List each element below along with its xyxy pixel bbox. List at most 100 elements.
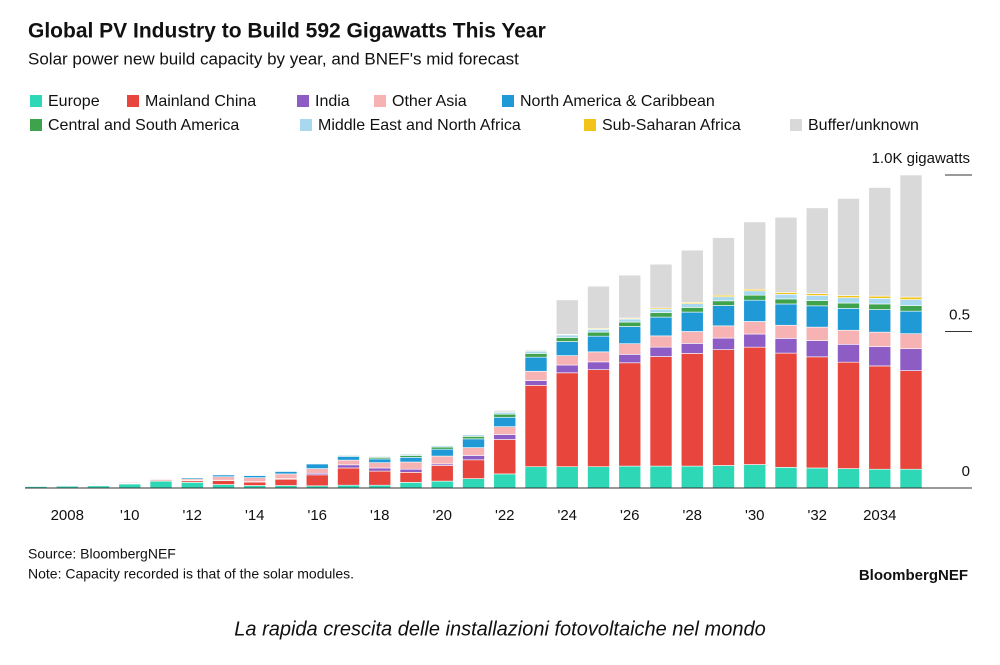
bar-segment [588, 332, 610, 336]
bar-segment [556, 337, 578, 341]
x-tick-label: '20 [432, 507, 452, 524]
bar-segment [869, 366, 891, 469]
legend-swatch [297, 95, 309, 107]
bar-segment [369, 459, 391, 463]
bar-segment [463, 460, 485, 479]
bar-segment [775, 217, 797, 292]
legend-label: India [315, 93, 350, 110]
bar-segment [681, 466, 703, 488]
bar-segment [838, 298, 860, 303]
x-tick-label: '24 [557, 507, 577, 524]
bar-segment [713, 301, 735, 306]
bar-segment [275, 479, 297, 485]
bar-segment [463, 448, 485, 456]
bar-segment [900, 297, 922, 300]
bar-segment [806, 296, 828, 301]
bar-segment [306, 469, 328, 474]
bar-segment [713, 297, 735, 301]
x-tick-label: '12 [182, 507, 202, 524]
bar-segment [525, 357, 547, 371]
bar-segment [869, 298, 891, 304]
bar-segment [619, 354, 641, 362]
legend-label: Buffer/unknown [808, 117, 919, 134]
bar-segment [838, 198, 860, 295]
bar-segment [619, 344, 641, 355]
bar-segment [744, 321, 766, 334]
bar-segment [713, 465, 735, 488]
bar-segment [650, 264, 672, 308]
bar-segment [463, 455, 485, 459]
bar-segment [744, 334, 766, 347]
bar-segment [306, 464, 328, 469]
bar-segment [431, 447, 453, 449]
x-tick-label: '14 [245, 507, 265, 524]
legend-swatch [374, 95, 386, 107]
bar-segment [338, 465, 360, 468]
bar-segment [244, 475, 266, 477]
bar-segment [744, 347, 766, 464]
bar-segment [431, 481, 453, 488]
bar-segment [556, 373, 578, 467]
bar-segment [556, 356, 578, 365]
bar-segment [494, 439, 516, 473]
legend-label: Europe [48, 93, 100, 110]
bar-segment [463, 479, 485, 488]
bar-segment [744, 465, 766, 488]
bar-segment [869, 296, 891, 298]
bar-segment [650, 357, 672, 467]
bar-segment [463, 436, 485, 439]
bar-segment [900, 175, 922, 297]
bar-segment [838, 330, 860, 344]
legend-label: Mainland China [145, 93, 256, 110]
bar-segment [119, 484, 141, 488]
legend-swatch [502, 95, 514, 107]
bar-segment [806, 327, 828, 340]
bar-segment [650, 336, 672, 347]
bar-segment [900, 334, 922, 349]
bar-segment [400, 469, 422, 472]
bar-segment [556, 365, 578, 373]
note: Note: Capacity recorded is that of the s… [28, 566, 354, 582]
bar-segment [525, 350, 547, 351]
bar-segment [494, 410, 516, 412]
bar-segment [869, 469, 891, 488]
bar-segment [713, 238, 735, 296]
bar-segment [806, 341, 828, 357]
bar-segment [806, 306, 828, 327]
bar-segment [744, 222, 766, 289]
bar-segment [588, 286, 610, 328]
bar-segment [775, 294, 797, 299]
bar-segment [400, 472, 422, 482]
bar-segment [619, 363, 641, 466]
bar-segment [775, 304, 797, 325]
bar-segment [900, 349, 922, 371]
legend-swatch [127, 95, 139, 107]
bar-segment [869, 310, 891, 333]
bar-segment [681, 343, 703, 353]
bar-segment [431, 465, 453, 481]
bar-segment [775, 325, 797, 338]
bar-segment [556, 342, 578, 356]
x-tick-label: 2034 [863, 507, 896, 524]
bar-segment [369, 463, 391, 468]
bar-segment [431, 449, 453, 456]
bar-segment [681, 332, 703, 344]
bar-segment [650, 313, 672, 317]
bar-segment [338, 468, 360, 485]
bar-segment [275, 474, 297, 479]
x-tick-label: '22 [495, 507, 515, 524]
bar-segment [681, 307, 703, 312]
bar-segment [775, 353, 797, 467]
bar-segment [838, 303, 860, 308]
bar-segment [681, 312, 703, 331]
bar-segment [619, 322, 641, 326]
x-tick-label: '30 [745, 507, 765, 524]
legend-swatch [30, 95, 42, 107]
bar-segment [619, 319, 641, 322]
bar-segment [369, 468, 391, 471]
bar-segment [650, 317, 672, 336]
bar-segment [681, 304, 703, 308]
bar-segment [650, 466, 672, 488]
chart-title: Global PV Industry to Build 592 Gigawatt… [28, 20, 546, 43]
